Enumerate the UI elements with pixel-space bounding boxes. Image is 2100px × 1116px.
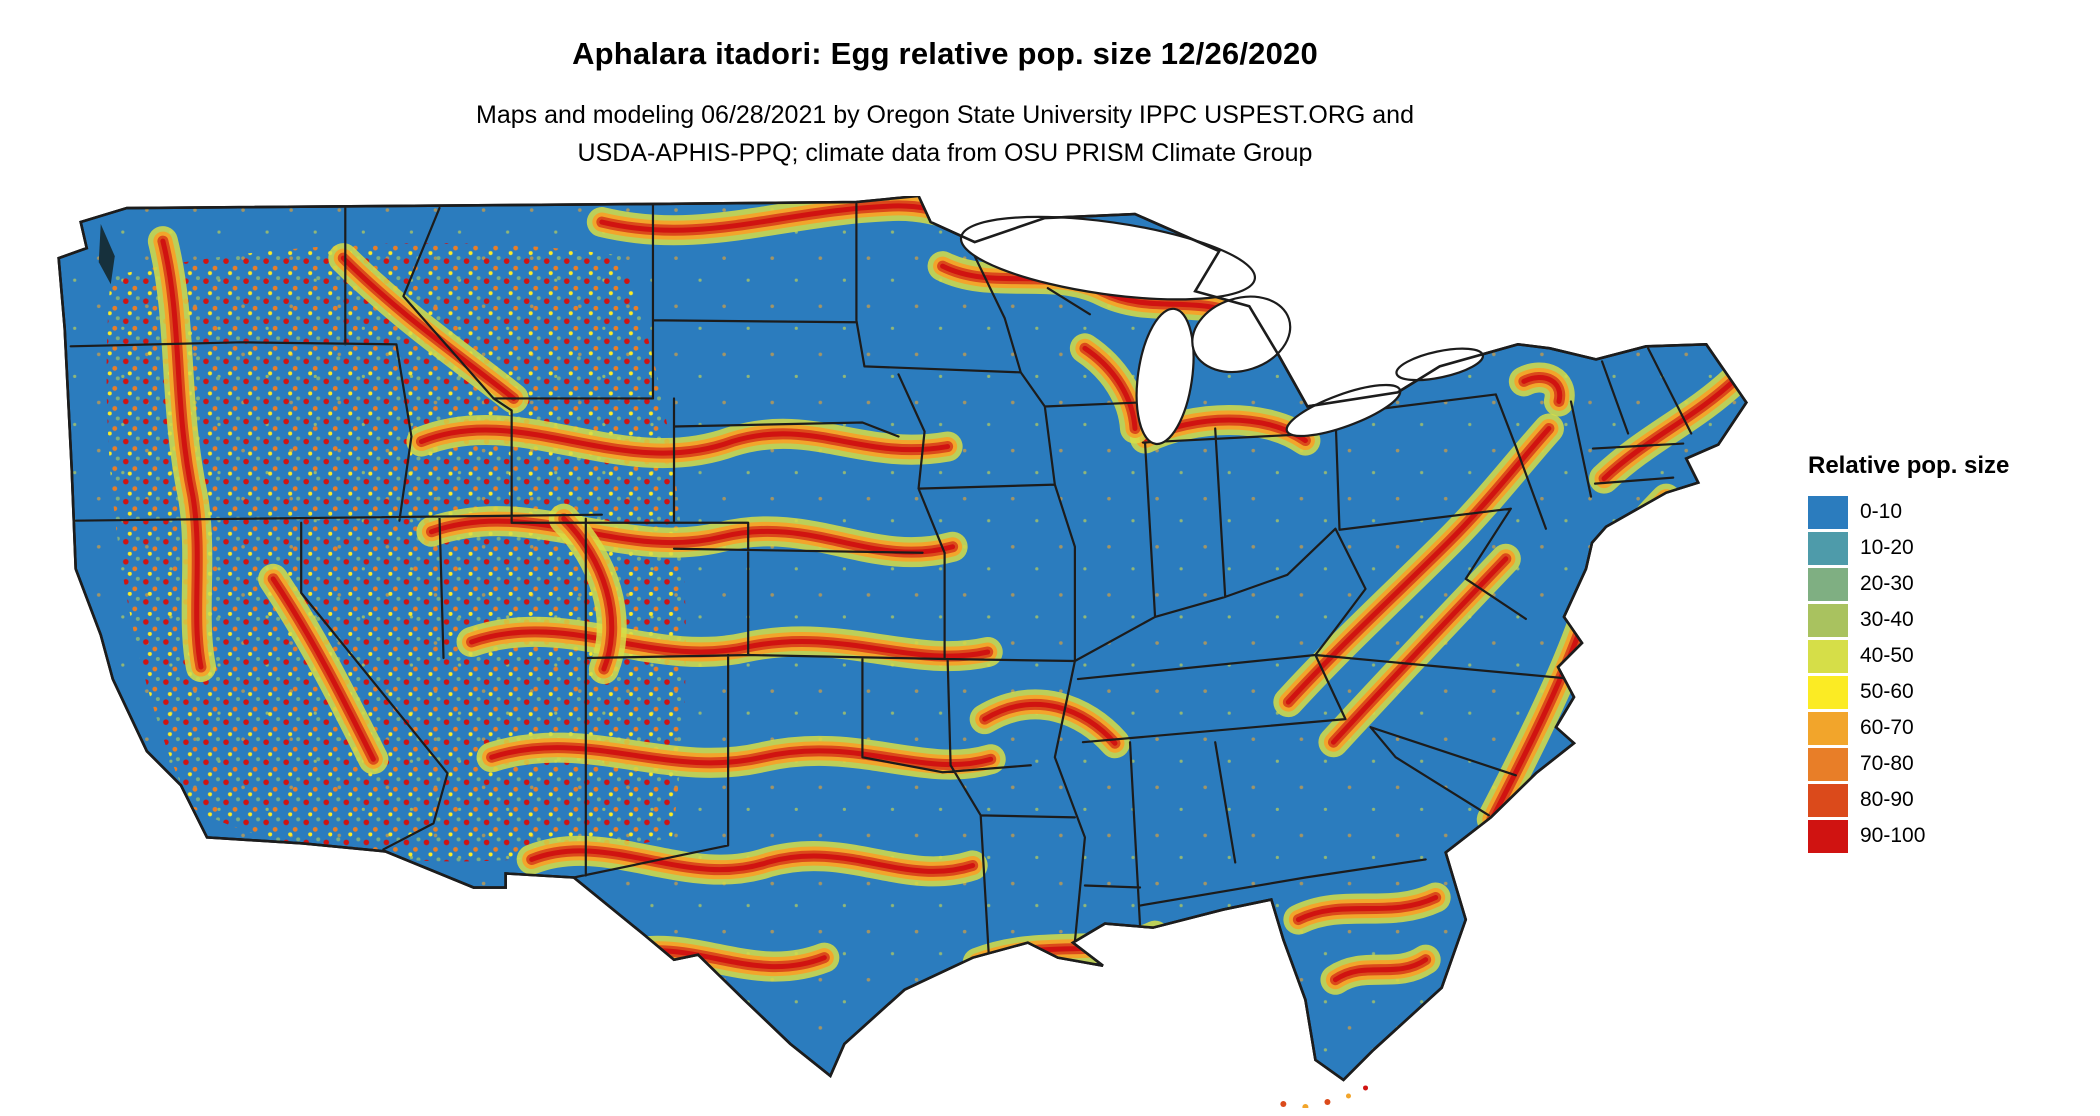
- legend-item: 90-100: [1808, 818, 2009, 854]
- legend-item: 50-60: [1808, 674, 2009, 710]
- legend-item: 30-40: [1808, 602, 2009, 638]
- page-title: Aphalara itadori: Egg relative pop. size…: [572, 36, 1318, 71]
- legend-label: 90-100: [1860, 824, 1926, 847]
- legend-label: 30-40: [1860, 608, 1914, 631]
- page-subtitle: Maps and modeling 06/28/2021 by Oregon S…: [0, 96, 1890, 172]
- lake-superior: [959, 215, 1257, 301]
- legend-swatch: [1808, 495, 1848, 529]
- subtitle-line-2: USDA-APHIS-PPQ; climate data from OSU PR…: [577, 139, 1313, 167]
- legend-swatch: [1808, 639, 1848, 673]
- legend-swatch: [1808, 783, 1848, 817]
- map-raster-layers: [58, 196, 1747, 1080]
- legend-swatch: [1808, 531, 1848, 565]
- legend-label: 70-80: [1860, 752, 1914, 775]
- legend-item: 80-90: [1808, 782, 2009, 818]
- legend-label: 80-90: [1860, 788, 1914, 811]
- great-lakes: [959, 215, 1485, 446]
- subtitle-line-1: Maps and modeling 06/28/2021 by Oregon S…: [476, 101, 1414, 129]
- legend-item: 70-80: [1808, 746, 2009, 782]
- us-raster-map: [40, 196, 1755, 1108]
- legend-item: 0-10: [1808, 494, 2009, 530]
- us-map-svg: [57, 196, 1748, 1108]
- florida-keys: [1280, 1085, 1369, 1108]
- legend-item: 10-20: [1808, 530, 2009, 566]
- legend-item: 60-70: [1808, 710, 2009, 746]
- lake-michigan: [1135, 307, 1195, 446]
- legend-item: 20-30: [1808, 566, 2009, 602]
- legend: Relative pop. size 0-10 10-20 20-30 30-40 40…: [1808, 452, 2009, 854]
- legend-swatch: [1808, 675, 1848, 709]
- legend-swatch: [1808, 711, 1848, 745]
- legend-swatch: [1808, 567, 1848, 601]
- legend-item: 40-50: [1808, 638, 2009, 674]
- puget-sound-water: [98, 224, 115, 285]
- legend-label: 40-50: [1860, 644, 1914, 667]
- legend-title: Relative pop. size: [1808, 452, 2010, 479]
- state-borders: [69, 202, 1693, 955]
- legend-items: 0-10 10-20 20-30 30-40 40-50 50-60 60-70 70-80 8…: [1808, 494, 2009, 854]
- legend-swatch: [1808, 603, 1848, 637]
- legend-label: 60-70: [1860, 716, 1914, 739]
- legend-label: 0-10: [1860, 500, 1903, 523]
- legend-label: 20-30: [1860, 572, 1914, 595]
- legend-swatch: [1808, 747, 1848, 781]
- legend-label: 50-60: [1860, 680, 1914, 703]
- legend-label: 10-20: [1860, 536, 1914, 559]
- legend-swatch: [1808, 819, 1848, 853]
